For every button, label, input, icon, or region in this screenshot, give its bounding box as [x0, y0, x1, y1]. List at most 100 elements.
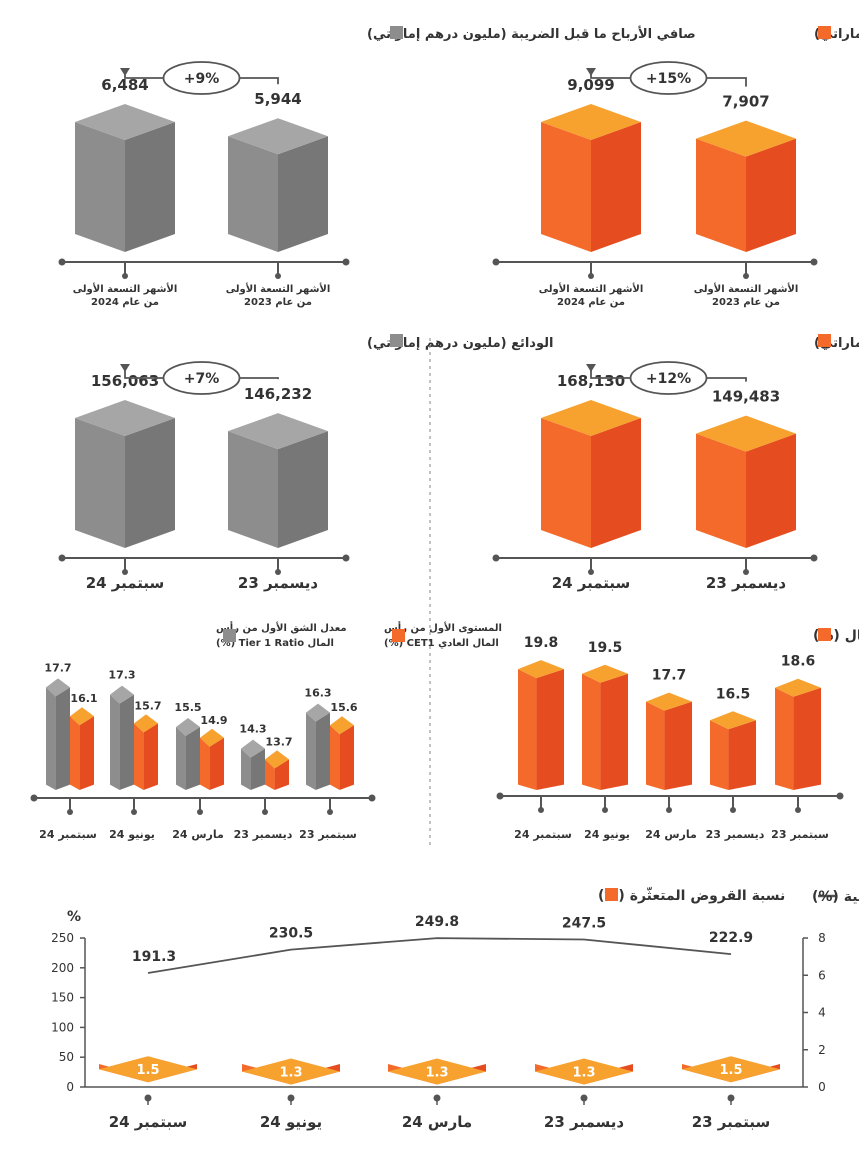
- tier1-cet1-legend-label-1-0: المستوى الأول من رأس: [384, 621, 502, 634]
- net-profit-before-tax-category-label-1-0: الأشهر التسعة الأولى: [226, 282, 331, 295]
- npl-coverage-right-tick-0: 8: [818, 931, 826, 945]
- capital-adequacy-value-label-1: 19.5: [588, 640, 623, 656]
- deposits-bar-0: [75, 400, 175, 548]
- operating-income-value-label-1: 7,907: [722, 93, 769, 111]
- operating-income-bar-1: [696, 120, 796, 252]
- npl-coverage-right-tick-1: 6: [818, 968, 826, 982]
- npl-coverage-npl-bar-0: [99, 1056, 197, 1083]
- npl-coverage-coverage-line: [147, 937, 732, 974]
- npl-coverage-left-tick-0: 250: [51, 931, 74, 945]
- npl-coverage-category-label-3: ديسمبر 23: [544, 1113, 625, 1131]
- loans-axis: [492, 554, 818, 575]
- npl-coverage-legend-square-npl: [605, 888, 618, 901]
- capital-adequacy-bar-0: [518, 660, 564, 790]
- net-profit-before-tax-legend-square: [390, 26, 403, 39]
- tier1-cet1-bar-tier1-1: [110, 685, 134, 790]
- tier1-cet1-cet1-label-4: 15.6: [330, 701, 357, 714]
- operating-income-axis: [492, 258, 818, 279]
- npl-coverage-left-tick-3: 100: [51, 1020, 74, 1034]
- tier1-cet1-legend-square-0: [223, 629, 236, 642]
- npl-coverage-npl-label-1: 1.3: [279, 1065, 302, 1080]
- operating-income-value-label-0: 9,099: [567, 76, 614, 94]
- operating-income-bar-0: [541, 104, 641, 252]
- npl-coverage-category-label-0: سبتمبر 24: [109, 1113, 188, 1131]
- npl-coverage-npl-label-4: 1.5: [719, 1063, 742, 1078]
- tier1-cet1-cet1-label-2: 14.9: [200, 714, 227, 727]
- operating-income-change-label: +15%: [646, 71, 691, 87]
- tier1-cet1-tier1-label-3: 14.3: [239, 723, 266, 736]
- operating-income-chart: الدخل التشغيلي (مليون درهم إماراتي)9,099…: [539, 27, 859, 308]
- npl-coverage-right-tick-2: 4: [818, 1006, 826, 1020]
- tier1-cet1-bar-tier1-3: [241, 739, 265, 790]
- npl-coverage-category-label-1: يونيو 24: [260, 1113, 322, 1131]
- npl-coverage-category-label-4: سبتمبر 23: [692, 1113, 771, 1131]
- deposits-chart: الودائع (مليون درهم إماراتي) 156,063 146,2…: [75, 336, 553, 592]
- deposits-category-label-0-0: سبتمبر 24: [86, 574, 165, 592]
- tier1-cet1-legend-square-1: [392, 629, 405, 642]
- loans-value-label-0: 168,130: [557, 372, 625, 390]
- net-profit-before-tax-bar-0: [75, 104, 175, 252]
- operating-income-category-label-1-1: من عام 2023: [712, 297, 780, 308]
- capital-adequacy-category-label-3: ديسمبر 23: [706, 828, 765, 841]
- net-profit-before-tax-title: صافي الأرباح ما قبل الضريبة (مليون درهم …: [367, 25, 696, 42]
- tier1-cet1-legend-label-0-1: المال Tier 1 Ratio (%): [216, 638, 334, 649]
- tier1-cet1-legend-label-0-0: معدل الشق الأول من رأس: [216, 621, 347, 634]
- tier1-cet1-bar-cet1-2: [200, 728, 224, 790]
- npl-coverage-coverage-label-2: 249.8: [415, 914, 459, 930]
- npl-coverage-left-tick-2: 150: [51, 991, 74, 1005]
- capital-adequacy-bar-3: [710, 711, 756, 790]
- npl-coverage-npl-bar-1: [242, 1058, 340, 1085]
- tier1-cet1-category-label-4: سبتمبر 23: [299, 828, 357, 841]
- npl-coverage-right-tick-3: 2: [818, 1043, 826, 1057]
- tier1-cet1-tier1-label-1: 17.3: [108, 669, 135, 682]
- tier1-cet1-category-label-2: مارس 24: [172, 828, 224, 841]
- operating-income-change-badge: [629, 61, 708, 95]
- operating-income-category-label-0-0: الأشهر التسعة الأولى: [539, 282, 644, 295]
- capital-adequacy-value-label-0: 19.8: [524, 635, 559, 651]
- deposits-bar-1: [228, 413, 328, 548]
- tier1-cet1-bar-tier1-4: [306, 703, 330, 790]
- net-profit-before-tax-change-arrow: [120, 68, 130, 76]
- deposits-value-label-0: 156,063: [91, 372, 159, 390]
- loans-change-label: +12%: [646, 371, 691, 387]
- tier1-cet1-axis: [30, 794, 376, 815]
- capital-adequacy-category-label-4: سبتمبر 23: [771, 828, 829, 841]
- net-profit-before-tax-chart: صافي الأرباح ما قبل الضريبة (مليون درهم …: [73, 25, 696, 308]
- tier1-cet1-category-label-0: سبتمبر 24: [39, 828, 97, 841]
- loans-category-label-0-0: سبتمبر 24: [552, 574, 631, 592]
- npl-coverage-coverage-label-1: 230.5: [269, 926, 313, 942]
- tier1-cet1-tier1-label-4: 16.3: [304, 687, 331, 700]
- capital-adequacy-category-label-0: سبتمبر 24: [514, 828, 572, 841]
- capital-adequacy-category-label-2: مارس 24: [645, 828, 697, 841]
- net-profit-before-tax-value-label-0: 6,484: [101, 76, 148, 94]
- net-profit-before-tax-category-label-0-1: من عام 2024: [91, 297, 159, 308]
- deposits-category-label-1-0: ديسمبر 23: [238, 574, 319, 592]
- tier1-cet1-bar-cet1-4: [330, 716, 354, 790]
- net-profit-before-tax-category-label-1-1: من عام 2023: [244, 297, 312, 308]
- deposits-title: الودائع (مليون درهم إماراتي): [367, 336, 553, 351]
- deposits-change-label: +7%: [184, 371, 220, 387]
- tier1-cet1-category-label-1: يونيو 24: [109, 828, 155, 841]
- tier1-cet1-bar-cet1-3: [265, 750, 289, 790]
- tier1-cet1-tier1-label-0: 17.7: [44, 661, 71, 674]
- capital-adequacy-category-label-1: يونيو 24: [584, 828, 630, 841]
- deposits-axis: [58, 554, 350, 575]
- loans-bar-0: [541, 400, 641, 548]
- tier1-cet1-chart: معدل الشق الأول من رأس المال Tier 1 Ratio…: [39, 621, 502, 841]
- deposits-legend-square: [390, 334, 403, 347]
- npl-coverage-npl-bar-4: [682, 1056, 780, 1083]
- tier1-cet1-cet1-label-0: 16.1: [70, 692, 97, 705]
- net-profit-before-tax-change-label: +9%: [184, 71, 220, 87]
- loans-value-label-1: 149,483: [712, 388, 780, 406]
- operating-income-legend-square: [818, 26, 831, 39]
- operating-income-category-label-0-1: من عام 2024: [557, 297, 625, 308]
- npl-coverage-coverage-label-4: 222.9: [709, 930, 753, 946]
- tier1-cet1-bar-tier1-0: [46, 678, 70, 790]
- deposits-change-arrow: [120, 364, 130, 372]
- deposits-value-label-1: 146,232: [244, 385, 312, 403]
- capital-adequacy-legend-square: [818, 628, 831, 641]
- tier1-cet1-bar-cet1-0: [70, 707, 94, 790]
- npl-coverage-npl-label-0: 1.5: [136, 1063, 159, 1078]
